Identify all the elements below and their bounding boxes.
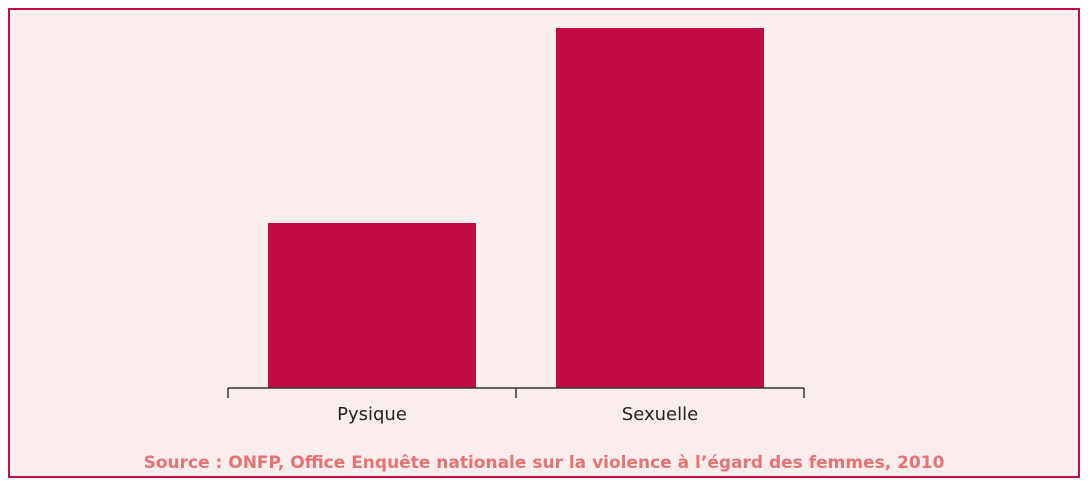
x-tick-label: Pysique [337,404,407,425]
x-tick-label: Sexuelle [622,404,698,425]
bar [268,223,476,388]
bar [556,28,764,388]
frame [8,8,1080,478]
source: Source : ONFP, Office Enquête nationale … [144,453,945,473]
